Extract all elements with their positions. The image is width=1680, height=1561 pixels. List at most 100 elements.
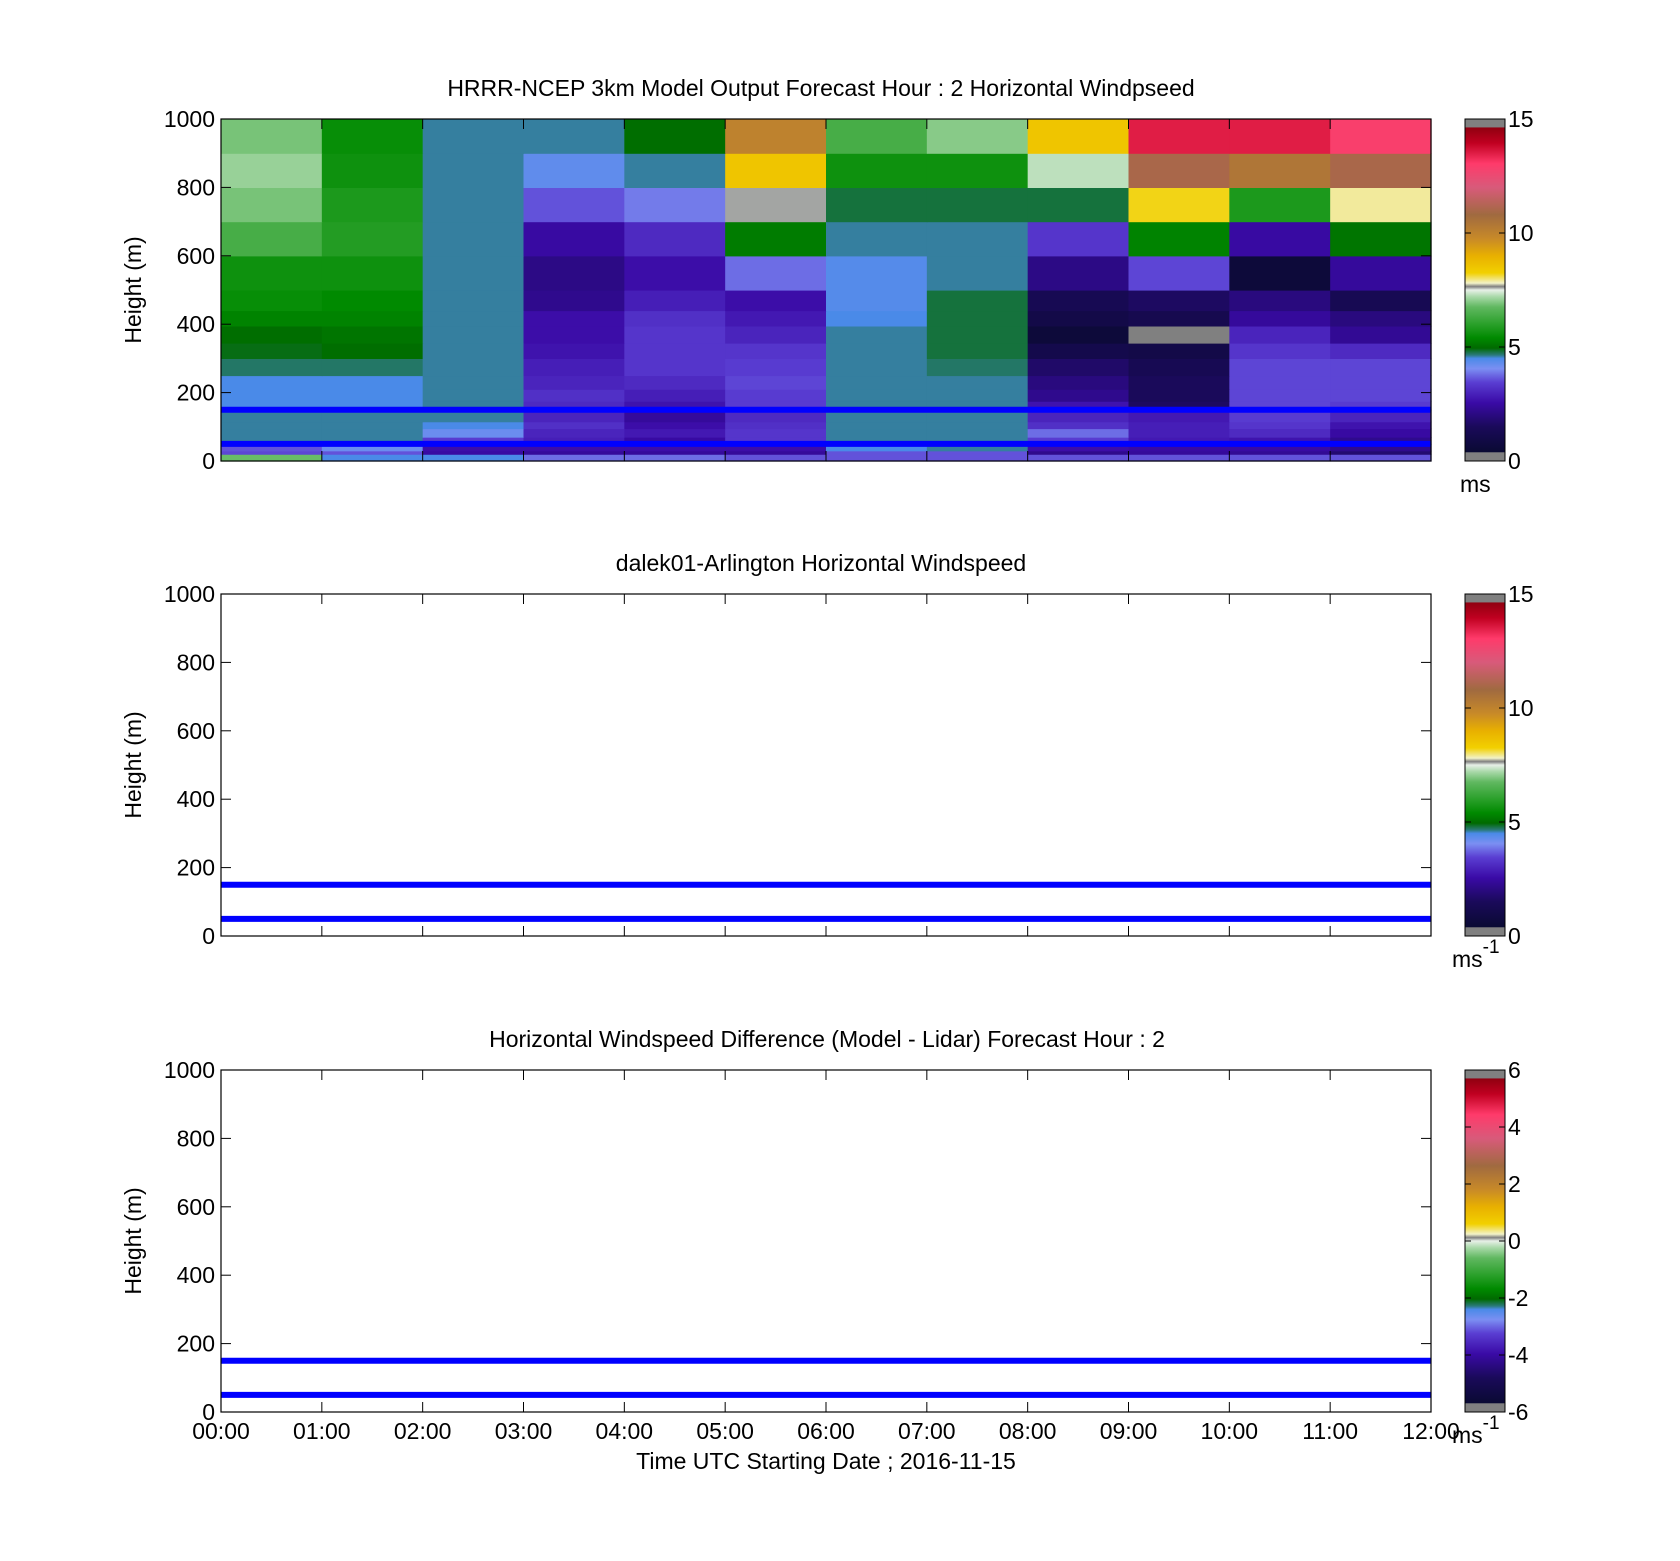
heatmap-cell — [826, 343, 928, 359]
heatmap-cell — [1027, 409, 1130, 423]
heatmap-cell — [1330, 443, 1432, 452]
heatmap-cell — [926, 428, 1029, 438]
colorbar-gradient — [1464, 593, 1506, 937]
heatmap-cell — [725, 450, 827, 455]
y-tick-label: 1000 — [164, 1057, 215, 1083]
heatmap-cell — [1128, 153, 1230, 188]
heatmap-cell — [624, 358, 726, 377]
heatmap-cell — [523, 428, 625, 438]
heatmap-cell — [826, 221, 928, 257]
y-tick-label: 200 — [177, 380, 215, 406]
heatmap-cell — [1027, 437, 1130, 445]
heatmap-cell — [523, 255, 625, 291]
heatmap-cell — [321, 187, 424, 223]
heatmap-cell — [221, 421, 323, 430]
heatmap-cell — [321, 454, 424, 462]
heatmap-cell — [422, 290, 525, 312]
heatmap-cell — [826, 255, 928, 291]
heatmap-cell — [725, 325, 827, 344]
panel-model-colorbar: 0 5 10 15 ms — [1460, 106, 1534, 497]
colorbar-tick-label: 2 — [1508, 1171, 1521, 1197]
heatmap-cell — [523, 409, 625, 423]
heatmap-cell — [221, 428, 323, 438]
panel-model-yticks: 0 200 400 600 800 1000 — [164, 106, 1431, 474]
heatmap-cell — [725, 454, 827, 462]
panel-lidar: dalek01-Arlington Horizontal Windspeed 0… — [120, 550, 1534, 972]
y-tick-label: 800 — [177, 1125, 215, 1151]
heatmap-cell — [1027, 187, 1130, 223]
heatmap-cell — [1330, 119, 1432, 154]
heatmap-cell — [321, 221, 424, 257]
heatmap-cell — [1027, 290, 1130, 312]
heatmap-cell — [926, 187, 1029, 223]
heatmap-cell — [1027, 421, 1130, 430]
heatmap-cell — [321, 310, 424, 327]
heatmap-cell — [1330, 187, 1432, 223]
heatmap-cell — [1027, 358, 1130, 377]
x-tick-label: 06:00 — [797, 1418, 855, 1444]
heatmap-cell — [1330, 421, 1432, 430]
y-tick-label: 600 — [177, 1194, 215, 1220]
heatmap-cell — [725, 421, 827, 430]
heatmap-cell — [221, 343, 323, 359]
heatmap-cell — [725, 443, 827, 452]
heatmap-cell — [523, 325, 625, 344]
heatmap-cell — [1128, 255, 1230, 291]
heatmap-cell — [221, 153, 323, 188]
y-tick-label: 600 — [177, 243, 215, 269]
heatmap-cell — [422, 343, 525, 359]
y-tick-label: 0 — [202, 1399, 215, 1425]
heatmap-cell — [1128, 421, 1230, 430]
heatmap-cell — [221, 389, 323, 402]
panel-difference-xticks — [220, 1070, 1432, 1412]
heatmap-cell — [1229, 290, 1331, 312]
heatmap-cell — [725, 409, 827, 423]
heatmap-cell — [826, 401, 928, 411]
heatmap-cell — [523, 443, 625, 452]
heatmap-cell — [1128, 290, 1230, 312]
heatmap-cell — [321, 325, 424, 344]
heatmap-cell — [422, 221, 525, 257]
heatmap-cell — [1330, 428, 1432, 438]
heatmap-cell — [826, 443, 928, 452]
colorbar-tick-label: 4 — [1508, 1114, 1521, 1140]
heatmap-cell — [725, 187, 827, 223]
heatmap-cell — [926, 375, 1029, 390]
heatmap-cell — [1128, 375, 1230, 390]
heatmap-cell — [422, 409, 525, 423]
heatmap-cell — [1128, 187, 1230, 223]
heatmap-cell — [221, 119, 323, 154]
heatmap-cell — [1229, 153, 1331, 188]
heatmap-cell — [624, 343, 726, 359]
heatmap-cell — [1330, 221, 1432, 257]
colorbar-tick-label: -2 — [1508, 1285, 1528, 1311]
x-tick-label: 03:00 — [495, 1418, 553, 1444]
heatmap-cell — [624, 290, 726, 312]
heatmap-cell — [1330, 358, 1432, 377]
colorbar-tick-label: 6 — [1508, 1057, 1521, 1083]
heatmap-cell — [624, 255, 726, 291]
heatmap-cell — [926, 221, 1029, 257]
heatmap-cell — [1330, 153, 1432, 188]
heatmap-cell — [1027, 153, 1130, 188]
heatmap-cell — [725, 255, 827, 291]
heatmap-cell — [422, 454, 525, 462]
heatmap-cell — [826, 450, 928, 455]
heatmap-cell — [926, 421, 1029, 430]
heatmap-cell — [1229, 187, 1331, 223]
panel-difference-title: Horizontal Windspeed Difference (Model -… — [489, 1026, 1165, 1052]
y-tick-label: 800 — [177, 649, 215, 675]
heatmap-cell — [321, 401, 424, 411]
heatmap-cell — [624, 428, 726, 438]
heatmap-cell — [221, 454, 323, 462]
heatmap-cell — [624, 325, 726, 344]
heatmap-cell — [826, 290, 928, 312]
heatmap-cell — [1027, 310, 1130, 327]
heatmap-cell — [1128, 454, 1230, 462]
heatmap-cell — [826, 187, 928, 223]
panel-model: HRRR-NCEP 3km Model Output Forecast Hour… — [120, 75, 1534, 497]
x-tick-label: 10:00 — [1201, 1418, 1259, 1444]
heatmap-cell — [926, 443, 1029, 452]
heatmap-cell — [1229, 421, 1331, 430]
heatmap-cell — [422, 310, 525, 327]
